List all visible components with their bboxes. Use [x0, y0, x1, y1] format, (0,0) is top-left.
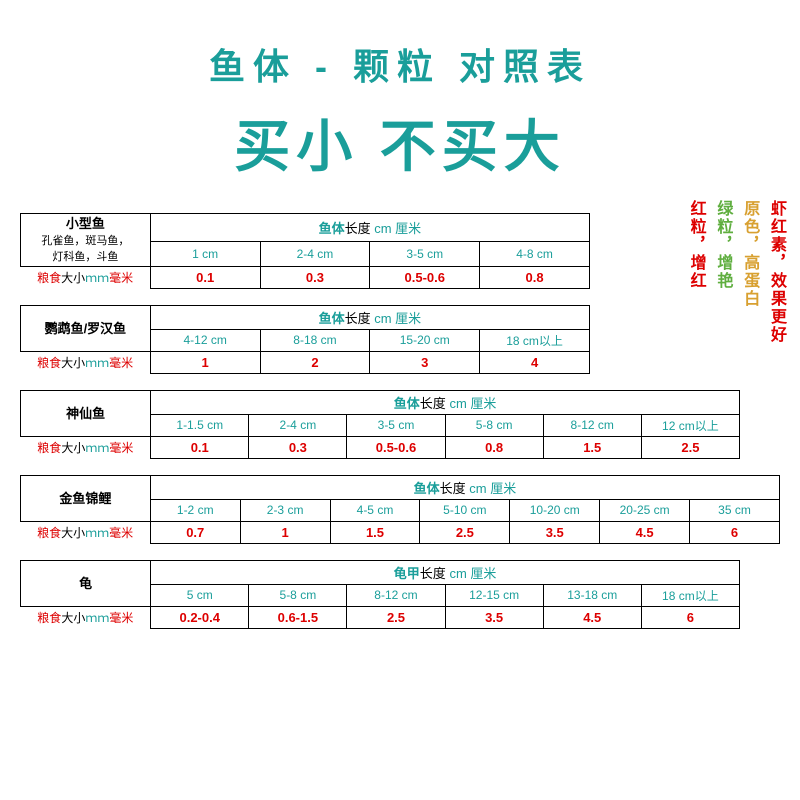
value-cell: 4.5 [543, 606, 641, 628]
feed-size-label: 粮食大小ｍｍ毫米 [21, 266, 151, 288]
size-cell: 4-5 cm [330, 499, 420, 521]
value-cell: 0.1 [151, 436, 249, 458]
value-cell: 0.7 [150, 521, 240, 543]
value-cell: 0.6-1.5 [249, 606, 347, 628]
value-cell: 3.5 [445, 606, 543, 628]
fish-type-name: 鹦鹉鱼/罗汉鱼 [21, 305, 151, 351]
size-cell: 2-4 cm [249, 414, 347, 436]
value-cell: 4.5 [600, 521, 690, 543]
size-cell: 12-15 cm [445, 584, 543, 606]
size-cell: 18 cm以上 [480, 329, 590, 351]
value-cell: 2.5 [420, 521, 510, 543]
tables-container: 小型鱼孔雀鱼，斑马鱼，灯科鱼，斗鱼鱼体长度 cm 厘米1 cm2-4 cm3-5… [0, 213, 800, 629]
comparison-table: 鹦鹉鱼/罗汉鱼鱼体长度 cm 厘米4-12 cm8-18 cm15-20 cm1… [20, 305, 590, 374]
feed-size-label: 粮食大小ｍｍ毫米 [21, 436, 151, 458]
length-header: 鱼体长度 cm 厘米 [150, 475, 779, 499]
size-cell: 13-18 cm [543, 584, 641, 606]
comparison-table: 金鱼锦鲤鱼体长度 cm 厘米1-2 cm2-3 cm4-5 cm5-10 cm1… [20, 475, 780, 544]
vertical-note: 绿粒，增艳 [712, 200, 733, 344]
value-cell: 2.5 [641, 436, 739, 458]
size-cell: 12 cm以上 [641, 414, 739, 436]
value-cell: 0.3 [249, 436, 347, 458]
length-header: 鱼体长度 cm 厘米 [150, 305, 589, 329]
value-cell: 0.5-0.6 [370, 266, 480, 288]
fish-type-name: 神仙鱼 [21, 390, 151, 436]
feed-size-label: 粮食大小ｍｍ毫米 [21, 521, 151, 543]
size-cell: 5 cm [151, 584, 249, 606]
value-cell: 6 [690, 521, 780, 543]
size-cell: 5-8 cm [249, 584, 347, 606]
comparison-table: 小型鱼孔雀鱼，斑马鱼，灯科鱼，斗鱼鱼体长度 cm 厘米1 cm2-4 cm3-5… [20, 213, 590, 289]
size-cell: 2-4 cm [260, 241, 370, 266]
value-cell: 1 [240, 521, 330, 543]
feed-size-label: 粮食大小ｍｍ毫米 [21, 351, 151, 373]
vertical-note: 虾红素，效果更好 [765, 200, 786, 344]
value-cell: 0.8 [445, 436, 543, 458]
value-cell: 4 [480, 351, 590, 373]
value-cell: 6 [641, 606, 739, 628]
feed-size-label: 粮食大小ｍｍ毫米 [21, 606, 151, 628]
length-header: 鱼体长度 cm 厘米 [150, 214, 589, 242]
length-header: 龟甲长度 cm 厘米 [151, 560, 740, 584]
comparison-table: 龟龟甲长度 cm 厘米5 cm5-8 cm8-12 cm12-15 cm13-1… [20, 560, 740, 629]
value-cell: 1.5 [330, 521, 420, 543]
size-cell: 3-5 cm [347, 414, 445, 436]
size-cell: 3-5 cm [370, 241, 480, 266]
size-cell: 5-8 cm [445, 414, 543, 436]
size-cell: 20-25 cm [600, 499, 690, 521]
size-cell: 2-3 cm [240, 499, 330, 521]
value-cell: 0.2-0.4 [151, 606, 249, 628]
value-cell: 1 [150, 351, 260, 373]
size-cell: 4-12 cm [150, 329, 260, 351]
size-cell: 35 cm [690, 499, 780, 521]
value-cell: 2 [260, 351, 370, 373]
page-title-line2: 买小 不买大 [0, 102, 800, 183]
vertical-note: 红粒，增红 [685, 200, 706, 344]
value-cell: 2.5 [347, 606, 445, 628]
size-cell: 1-2 cm [150, 499, 240, 521]
value-cell: 0.5-0.6 [347, 436, 445, 458]
size-cell: 4-8 cm [480, 241, 590, 266]
value-cell: 0.1 [150, 266, 260, 288]
size-cell: 18 cm以上 [641, 584, 739, 606]
comparison-table: 神仙鱼鱼体长度 cm 厘米1-1.5 cm2-4 cm3-5 cm5-8 cm8… [20, 390, 740, 459]
size-cell: 8-12 cm [543, 414, 641, 436]
size-cell: 1-1.5 cm [151, 414, 249, 436]
size-cell: 8-18 cm [260, 329, 370, 351]
vertical-note: 原色，高蛋白 [738, 200, 759, 344]
page-title-line1: 鱼体 - 颗粒 对照表 [0, 38, 800, 90]
size-cell: 15-20 cm [370, 329, 480, 351]
fish-type-name: 金鱼锦鲤 [21, 475, 151, 521]
value-cell: 0.3 [260, 266, 370, 288]
size-cell: 10-20 cm [510, 499, 600, 521]
value-cell: 0.8 [480, 266, 590, 288]
side-notes: 红粒，增红绿粒，增艳原色，高蛋白虾红素，效果更好 [685, 200, 786, 344]
size-cell: 5-10 cm [420, 499, 510, 521]
size-cell: 8-12 cm [347, 584, 445, 606]
size-cell: 1 cm [150, 241, 260, 266]
value-cell: 1.5 [543, 436, 641, 458]
value-cell: 3 [370, 351, 480, 373]
fish-type-name: 龟 [21, 560, 151, 606]
fish-type-name: 小型鱼孔雀鱼，斑马鱼，灯科鱼，斗鱼 [21, 214, 151, 267]
value-cell: 3.5 [510, 521, 600, 543]
length-header: 鱼体长度 cm 厘米 [151, 390, 740, 414]
